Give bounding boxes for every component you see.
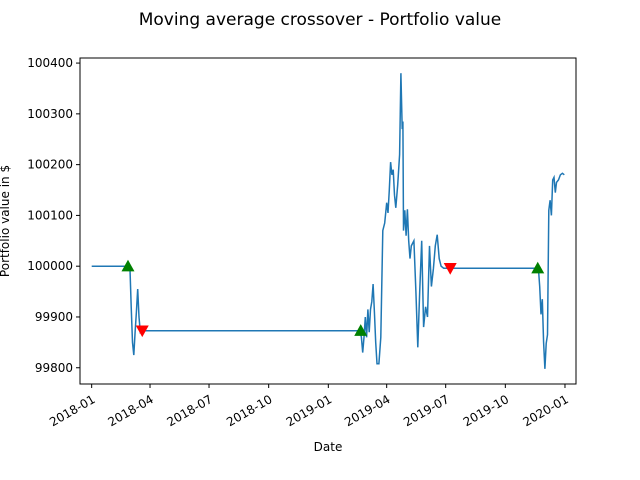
buy-signal-marker xyxy=(121,259,135,272)
y-tick-label: 100300 xyxy=(27,107,73,121)
chart-title: Moving average crossover - Portfolio val… xyxy=(139,10,502,30)
x-tick-label: 2019-07 xyxy=(401,392,451,429)
x-tick-label: 2018-10 xyxy=(224,392,274,429)
sell-signal-marker xyxy=(135,325,149,338)
y-tick-label: 100100 xyxy=(27,208,73,222)
y-tick-label: 99800 xyxy=(35,361,73,375)
x-tick-label: 2020-01 xyxy=(520,392,570,429)
y-axis-label: Portfolio value in $ xyxy=(0,165,12,277)
buy-signal-marker xyxy=(354,324,368,336)
y-tick-label: 99900 xyxy=(35,310,73,324)
x-tick-label: 2019-04 xyxy=(342,392,392,429)
x-tick-label: 2018-07 xyxy=(165,392,215,429)
y-tick-label: 100400 xyxy=(27,56,73,70)
sell-signal-marker xyxy=(443,263,457,275)
x-axis-label: Date xyxy=(314,440,343,454)
x-axis: 2018-01 2018-04 2018-07 2018-10 2019-01 2019-… xyxy=(47,384,571,429)
x-tick-label: 2019-01 xyxy=(284,392,334,429)
plot-area-frame xyxy=(79,57,577,385)
y-tick-label: 100200 xyxy=(27,158,73,172)
portfolio-value-line xyxy=(91,73,565,369)
x-tick-label: 2018-04 xyxy=(105,392,155,429)
y-tick-label: 100000 xyxy=(27,259,73,273)
y-axis: 99800 99900 100000 100100 100200 100300 100400 xyxy=(27,56,80,375)
x-tick-label: 2018-01 xyxy=(47,392,97,429)
signal-markers xyxy=(121,259,545,338)
x-tick-label: 2019-10 xyxy=(461,392,511,429)
buy-signal-marker xyxy=(531,261,545,274)
